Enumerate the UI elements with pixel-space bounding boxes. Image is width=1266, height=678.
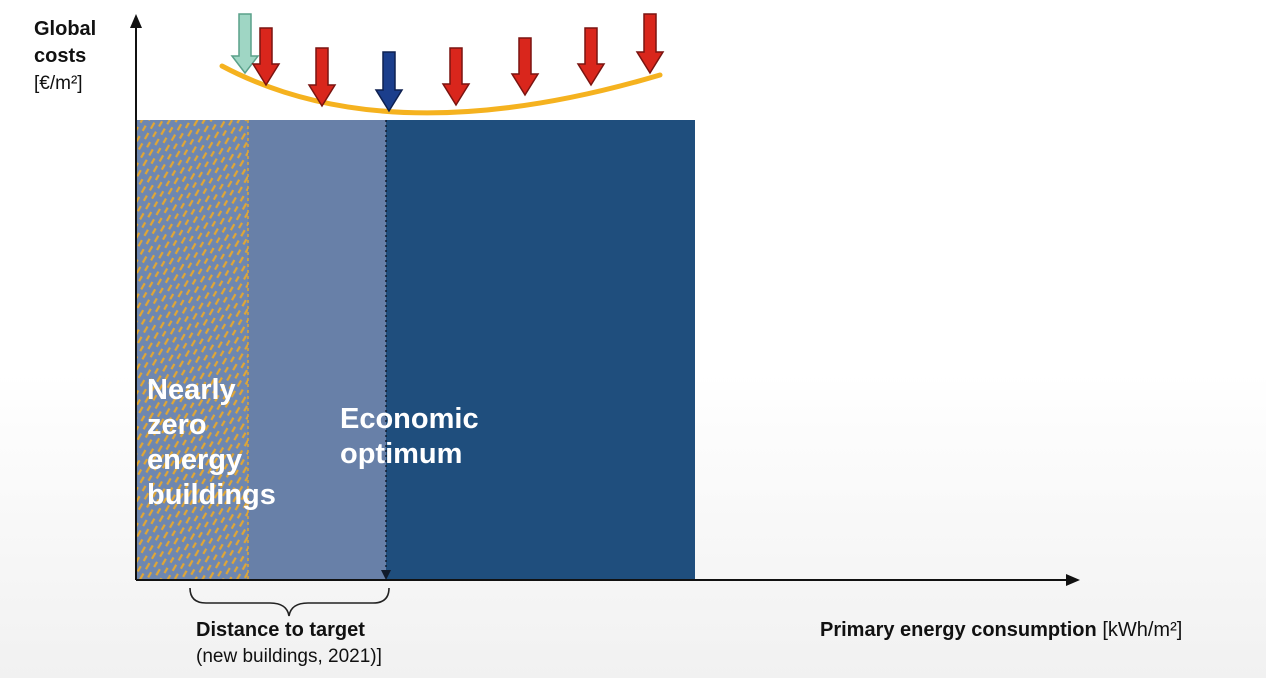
red-arrow-icon <box>635 13 665 75</box>
distance-to-target-label: Distance to target <box>196 619 365 641</box>
nzeb-label-line3: energy <box>147 444 243 476</box>
red-arrow-icon <box>441 47 471 107</box>
nzeb-hatch <box>136 120 248 580</box>
x-axis-title-text: Primary energy consumption <box>820 619 1097 641</box>
y-axis-unit: [€/m²] <box>34 73 83 94</box>
green-arrow-icon <box>230 13 260 75</box>
y-axis-title-line1: Global <box>34 18 97 40</box>
blue-arrow-icon <box>374 51 404 113</box>
distance-to-target-sublabel: (new buildings, 2021)] <box>196 646 382 667</box>
economic-optimum-label-line1: Economic <box>340 403 479 435</box>
red-arrow-icon <box>576 27 606 87</box>
red-arrow-icon <box>307 47 337 108</box>
y-axis-arrowhead <box>130 14 142 28</box>
red-arrow-icon <box>510 37 540 97</box>
x-axis-unit: [kWh/m²] <box>1102 619 1183 641</box>
nzeb-label-line2: zero <box>147 409 207 441</box>
distance-to-target-region <box>248 120 386 580</box>
red-arrow-icon <box>251 27 281 87</box>
global-cost-curve <box>219 63 663 116</box>
distance-brace <box>189 587 390 617</box>
nzeb-label-line1: Nearly <box>147 374 236 406</box>
economic-optimum-region <box>386 120 695 580</box>
y-axis-title-line2: costs <box>34 45 87 67</box>
optimum-marker-arrowhead <box>381 570 391 580</box>
x-axis-arrowhead <box>1066 574 1080 586</box>
nzeb-label-line4: buildings <box>147 479 276 511</box>
x-axis-title: Primary energy consumption [kWh/m²] <box>820 619 1182 642</box>
economic-optimum-label-line2: optimum <box>340 438 463 470</box>
